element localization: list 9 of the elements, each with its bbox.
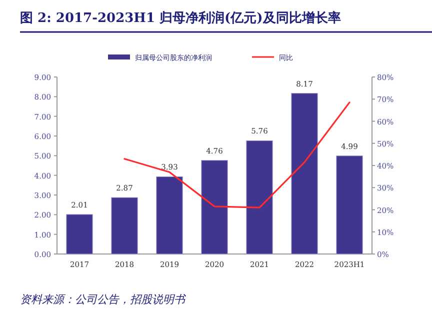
text: 资料来源：公司公告，招股说明书 (20, 293, 187, 306)
chart-title: 图 2: 2017-2023H1 归母净利润(亿元)及同比增长率 (20, 10, 341, 26)
bar (246, 140, 273, 254)
bar (66, 214, 93, 254)
bar (291, 93, 318, 254)
bar (336, 156, 363, 254)
bar (156, 176, 183, 254)
bar (201, 160, 228, 254)
bar (111, 197, 138, 254)
